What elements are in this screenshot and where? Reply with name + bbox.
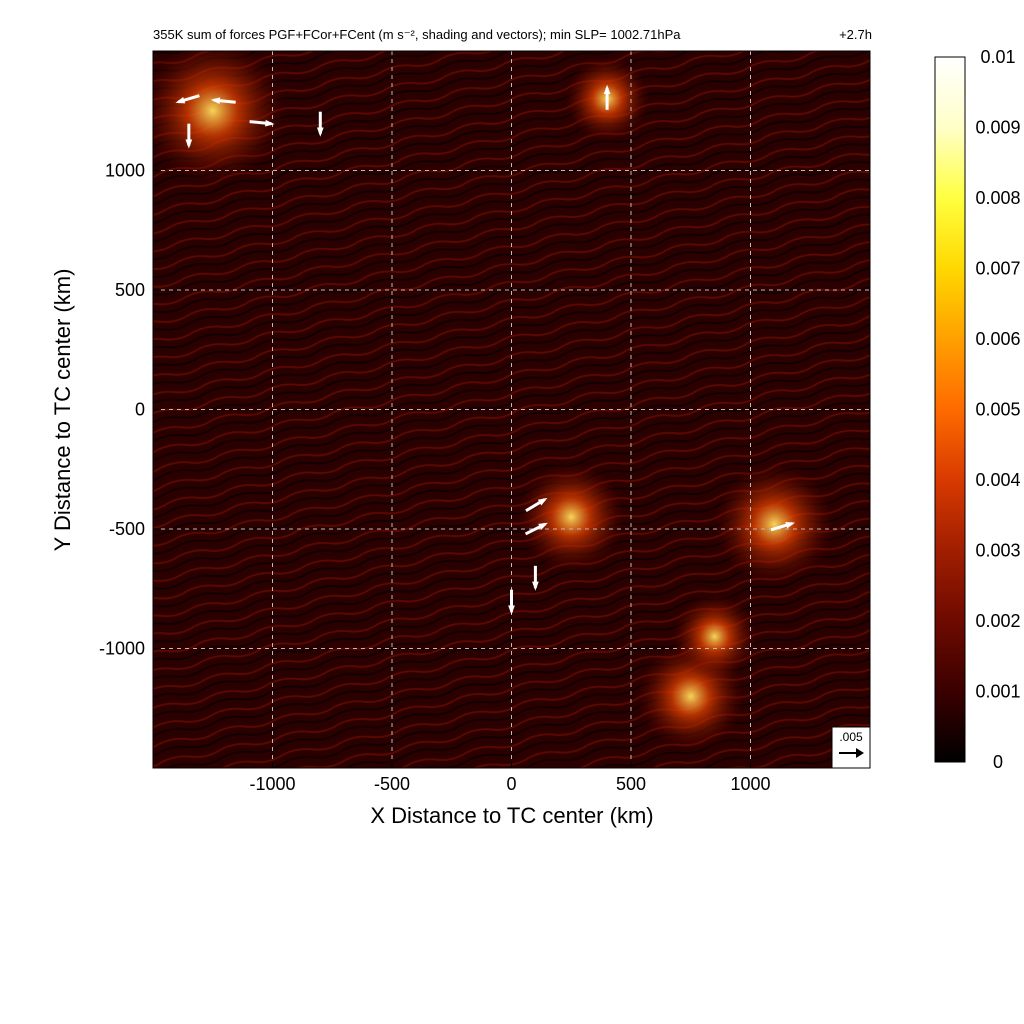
y-tick-label: -1000 (99, 639, 145, 659)
chart-title: 355K sum of forces PGF+FCor+FCent (m s⁻²… (153, 27, 681, 42)
y-tick-label: 1000 (105, 161, 145, 181)
x-axis-label: X Distance to TC center (km) (370, 803, 653, 828)
force-vector-2 (249, 119, 275, 127)
y-tick-label: 500 (115, 280, 145, 300)
x-tick-label: 0 (506, 774, 516, 794)
y-tick-label: -500 (109, 519, 145, 539)
colorbar-tick-label: 0.003 (975, 541, 1020, 561)
plot-area: -1000 -500 0 500 1000 1000 500 0 -500 -1000 (99, 50, 871, 794)
colorbar-tick-label: 0.008 (975, 188, 1020, 208)
x-tick-label: 500 (616, 774, 646, 794)
force-vector-8 (603, 84, 611, 110)
x-tick-label: 1000 (730, 774, 770, 794)
force-vector-1 (210, 97, 236, 105)
force-vector-0 (175, 94, 200, 104)
x-ticks: -1000 -500 0 500 1000 (249, 762, 771, 794)
x-tick-label: -500 (374, 774, 410, 794)
time-label: +2.7h (839, 27, 872, 42)
y-tick-label: 0 (135, 400, 145, 420)
colorbar-tick-label: 0.006 (975, 329, 1020, 349)
colorbar-tick-label: 0.002 (975, 611, 1020, 631)
hotspot-layer (153, 51, 836, 752)
force-vector-10 (508, 589, 515, 615)
colorbar-tick-label: 0.007 (975, 259, 1020, 279)
force-vector-9 (532, 565, 539, 591)
force-vector-3 (185, 123, 193, 149)
force-vector-7 (770, 521, 795, 532)
colorbar-tick-label: 0.009 (975, 118, 1020, 138)
reference-vector-frame (831, 726, 871, 769)
hotspot-0 (153, 51, 286, 184)
force-vector-6 (524, 522, 548, 536)
y-ticks: 1000 500 0 -500 -1000 (99, 161, 159, 659)
hotspot-1 (516, 462, 627, 573)
colorbar-tick-label: 0.004 (975, 470, 1020, 490)
colorbar: 0.01 0.009 0.008 0.007 0.006 0.005 0.004 0.003 0… (934, 47, 1021, 772)
force-vector-4 (316, 111, 324, 137)
colorbar-tick-label: 0.001 (975, 682, 1020, 702)
reference-vector-arrow (839, 748, 864, 758)
colorbar-tick-label: 0.005 (975, 400, 1020, 420)
x-tick-label: -1000 (249, 774, 295, 794)
colorbar-tick-label: 0.01 (980, 47, 1015, 67)
hotspot-2 (713, 463, 836, 586)
colorbar-tick-label: 0 (993, 752, 1003, 772)
y-axis-label: Y Distance to TC center (km) (50, 269, 75, 552)
reference-vector-label: .005 (839, 730, 863, 744)
force-vector-5 (525, 497, 548, 513)
colorbar-gradient (934, 56, 966, 763)
colorbar-ticks: 0.01 0.009 0.008 0.007 0.006 0.005 0.004 0.003 0… (975, 47, 1020, 772)
vector-layer (175, 84, 795, 615)
reference-vector-box: .005 (831, 726, 871, 769)
hotspot-4 (671, 593, 758, 680)
